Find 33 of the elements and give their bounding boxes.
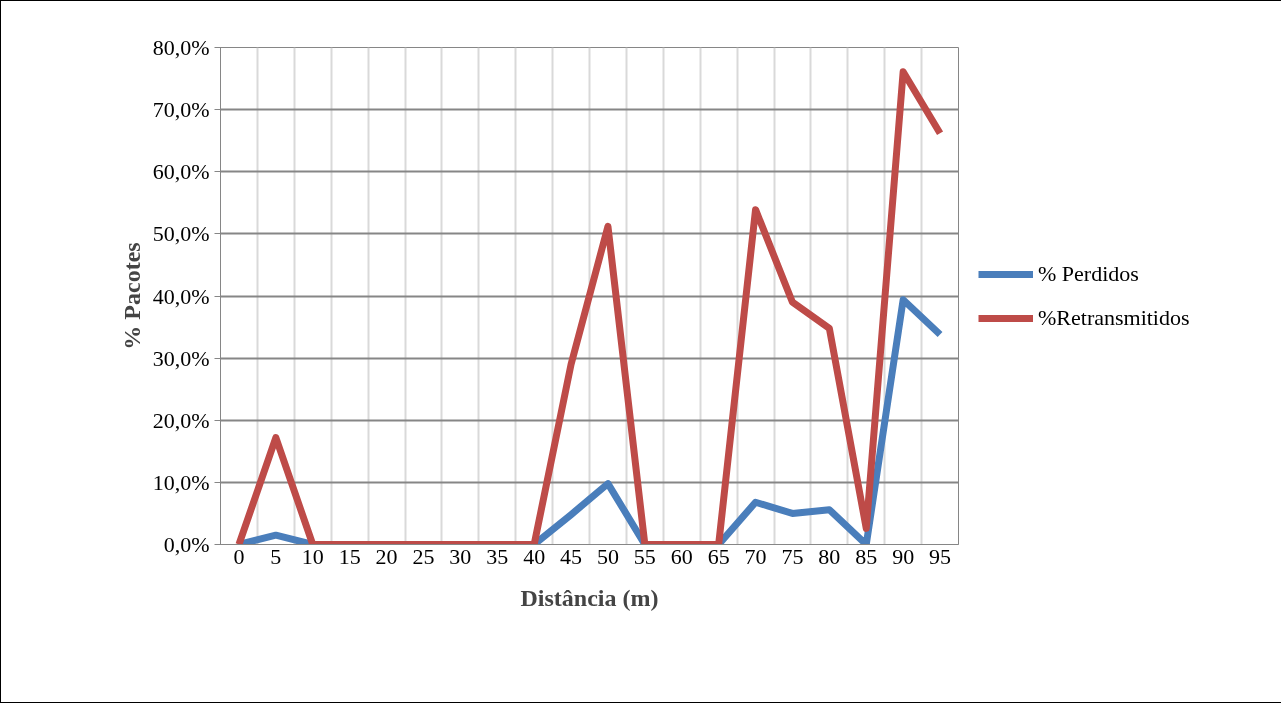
x-tick-label: 55 xyxy=(633,543,656,569)
x-tick-label: 30 xyxy=(449,543,472,569)
y-tick-label: 40,0% xyxy=(152,283,210,309)
x-tick-label: 5 xyxy=(270,543,282,569)
y-axis-title: % Pacotes xyxy=(118,242,145,350)
x-tick-label: 20 xyxy=(375,543,398,569)
y-tick-label: 70,0% xyxy=(152,97,210,123)
legend-label: %Retransmitidos xyxy=(1038,304,1190,331)
x-axis-title: Distância (m) xyxy=(520,584,659,611)
y-tick-label: 60,0% xyxy=(152,159,210,185)
x-tick-label: 35 xyxy=(486,543,509,569)
x-tick-label: 0 xyxy=(233,543,245,569)
x-tick-label: 70 xyxy=(744,543,767,569)
x-tick-label: 80 xyxy=(818,543,841,569)
y-tick-label: 50,0% xyxy=(152,221,210,247)
x-tick-label: 10 xyxy=(301,543,324,569)
x-tick-label: 50 xyxy=(596,543,619,569)
x-tick-label: 15 xyxy=(338,543,361,569)
y-tick-label: 80,0% xyxy=(152,35,210,60)
y-tick-label: 30,0% xyxy=(152,345,210,371)
x-tick-label: 75 xyxy=(781,543,804,569)
x-tick-label: 45 xyxy=(560,543,583,569)
x-tick-label: 60 xyxy=(670,543,693,569)
y-tick-label: 10,0% xyxy=(152,469,210,495)
x-tick-label: 95 xyxy=(929,543,952,569)
x-tick-label: 65 xyxy=(707,543,730,569)
y-tick-label: 0,0% xyxy=(163,532,210,557)
x-tick-label: 40 xyxy=(523,543,546,569)
legend-label: % Perdidos xyxy=(1038,260,1139,287)
x-tick-label: 90 xyxy=(892,543,915,569)
x-tick-label: 85 xyxy=(855,543,878,569)
y-tick-label: 20,0% xyxy=(152,407,210,433)
x-tick-label: 25 xyxy=(412,543,435,569)
